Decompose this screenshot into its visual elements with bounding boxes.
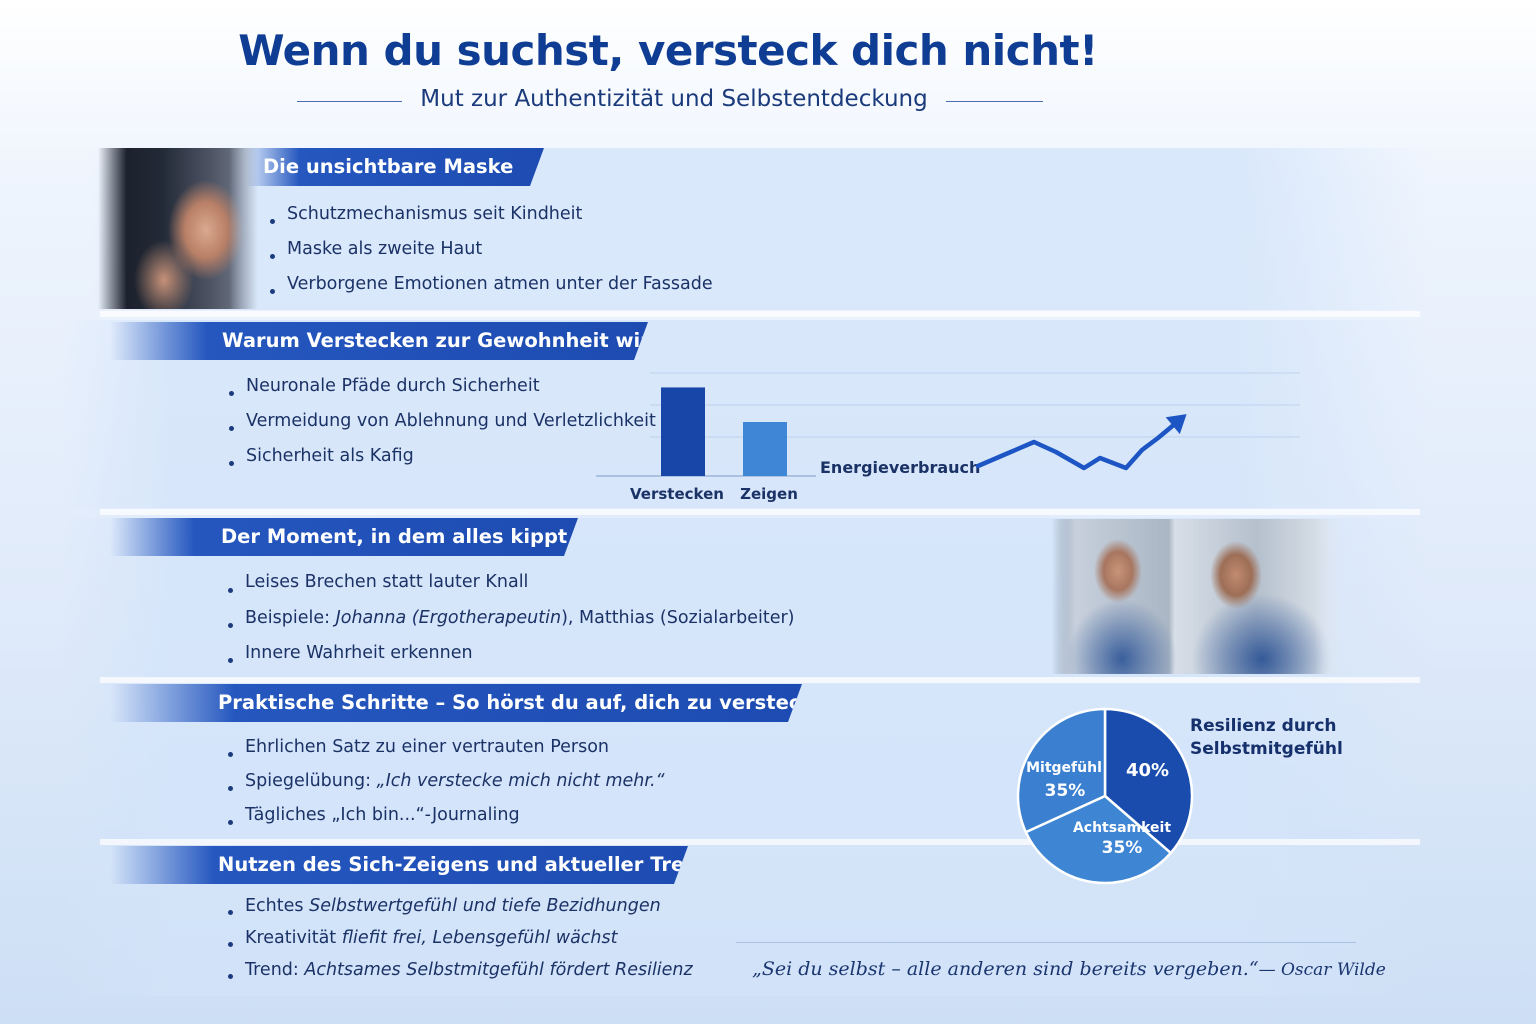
divider	[100, 509, 1420, 515]
bullet-italic: fliefit frei, Lebensgefühl wächst	[341, 928, 618, 948]
divider	[100, 677, 1420, 683]
section-title: Nutzen des Sich-Zeigens und aktueller Tr…	[218, 853, 713, 876]
bar-category-label: Verstecken	[630, 485, 724, 503]
bullet-prefix: Beispiele:	[245, 608, 336, 628]
quote-divider	[736, 942, 1356, 943]
list-item: Tägliches „Ich bin...“-Journaling	[228, 805, 665, 839]
pie-slice-value: 35%	[1101, 838, 1143, 858]
section-title: Praktische Schritte – So hörst du auf, d…	[218, 691, 840, 714]
bullet-list-moment: Leises Brechen statt lauter Knall Beispi…	[228, 572, 795, 678]
list-item: Trend: Achtsames Selbstmitgefühl fördert…	[228, 960, 693, 992]
bar-zeigen	[743, 422, 787, 476]
list-item: Beispiele: Johanna (Ergotherapeutin), Ma…	[228, 608, 795, 643]
section-title: Die unsichtbare Maske	[263, 155, 514, 178]
list-item: Leises Brechen statt lauter Knall	[228, 572, 795, 608]
list-item: Innere Wahrheit erkennen	[228, 643, 795, 678]
list-item: Spiegelübung: „Ich verstecke mich nicht …	[228, 771, 665, 805]
pie-slice-value: 35%	[1044, 781, 1086, 801]
list-item: Echtes Selbstwertgefühl und tiefe Bezidh…	[228, 896, 693, 928]
bullet-list-steps: Ehrlichen Satz zu einer vertrauten Perso…	[228, 737, 665, 839]
pie-slice-achtsamkeit	[1024, 794, 1173, 885]
list-item: Maske als zweite Haut	[270, 239, 713, 274]
quote-text: „Sei du selbst – alle anderen sind berei…	[752, 958, 1259, 980]
trend-arrow-head	[1165, 414, 1187, 435]
example-name: Johanna (	[335, 608, 419, 628]
bullet-prefix: Echtes	[245, 896, 310, 916]
example-rest: ), Matthias (Sozialarbeiter)	[561, 608, 795, 628]
woman-hiding-photo	[98, 148, 258, 309]
trend-line-chart	[975, 414, 1187, 471]
section-header-moment: Der Moment, in dem alles kippt	[110, 518, 578, 556]
pie-chart-title: Resilienz durch Selbstmitgefühl	[1190, 716, 1343, 759]
list-item: Kreativität fliefit frei, Lebensgefühl w…	[228, 928, 693, 960]
pie-slice-resilienz	[1103, 707, 1194, 855]
page-subtitle: Mut zur Authentizität und Selbstentdecku…	[420, 86, 928, 112]
bullet-prefix: Kreativität	[245, 928, 342, 948]
mirror-quote: „Ich verstecke mich nicht mehr.“	[376, 771, 665, 791]
list-item: Verborgene Emotionen atmen unter der Fas…	[270, 274, 713, 309]
subtitle-divider-left	[297, 101, 402, 102]
page-title: Wenn du suchst, versteck dich nicht!	[238, 26, 1098, 75]
divider	[100, 311, 1420, 317]
section-title: Warum Verstecken zur Gewohnheit wird	[222, 329, 664, 352]
bullet-prefix: Spiegelübung:	[245, 771, 377, 791]
list-item: Neuronale Pfäde durch Sicherheit	[229, 376, 656, 411]
resilience-pie-chart	[1016, 707, 1194, 885]
bullet-list-benefits: Echtes Selbstwertgefühl und tiefe Bezidh…	[228, 896, 693, 992]
quote-author: — Oscar Wilde	[1258, 960, 1386, 980]
section-header-benefits: Nutzen des Sich-Zeigens und aktueller Tr…	[110, 846, 688, 884]
energy-consumption-label: Energieverbrauch	[820, 458, 981, 477]
pie-slice-value: 40%	[1126, 760, 1170, 781]
bar-category-label: Zeigen	[740, 485, 798, 503]
energy-bar-chart	[596, 387, 816, 477]
section-header-steps: Praktische Schritte – So hörst du auf, d…	[110, 684, 802, 722]
section-header-habit: Warum Verstecken zur Gewohnheit wird	[110, 322, 648, 360]
bullet-prefix: Trend:	[245, 960, 305, 980]
bar-verstecken	[661, 387, 705, 476]
section-title: Der Moment, in dem alles kippt	[221, 525, 568, 548]
list-item: Ehrlichen Satz zu einer vertrauten Perso…	[228, 737, 665, 771]
divider	[100, 839, 1420, 845]
bullet-italic: Achtsames Selbstmitgefühl fördert Resili…	[304, 960, 693, 980]
subtitle-divider-right	[946, 101, 1043, 102]
section-header-mask: Die unsichtbare Maske	[246, 148, 544, 186]
bullet-italic: Selbstwertgefühl und tiefe Bezidhungen	[309, 896, 661, 916]
mirror-man-photo	[1052, 519, 1344, 674]
pie-slice-label: Achtsamkeit	[1072, 820, 1172, 836]
list-item: Schutzmechanismus seit Kindheit	[270, 204, 713, 239]
list-item: Sicherheit als Kafig	[229, 446, 656, 481]
example-profession: Ergotherapeutin	[418, 608, 562, 628]
oscar-wilde-quote: „Sei du selbst – alle anderen sind berei…	[752, 958, 1392, 980]
bullet-list-habit: Neuronale Pfäde durch Sicherheit Vermeid…	[229, 376, 656, 481]
bullet-list-mask: Schutzmechanismus seit Kindheit Maske al…	[270, 204, 713, 309]
trend-line	[975, 415, 1185, 471]
pie-slice-label: Mitgefühl	[1026, 760, 1102, 776]
list-item: Vermeidung von Ablehnung und Verletzlich…	[229, 411, 656, 446]
pie-slice-mitgefühl	[1016, 707, 1107, 834]
